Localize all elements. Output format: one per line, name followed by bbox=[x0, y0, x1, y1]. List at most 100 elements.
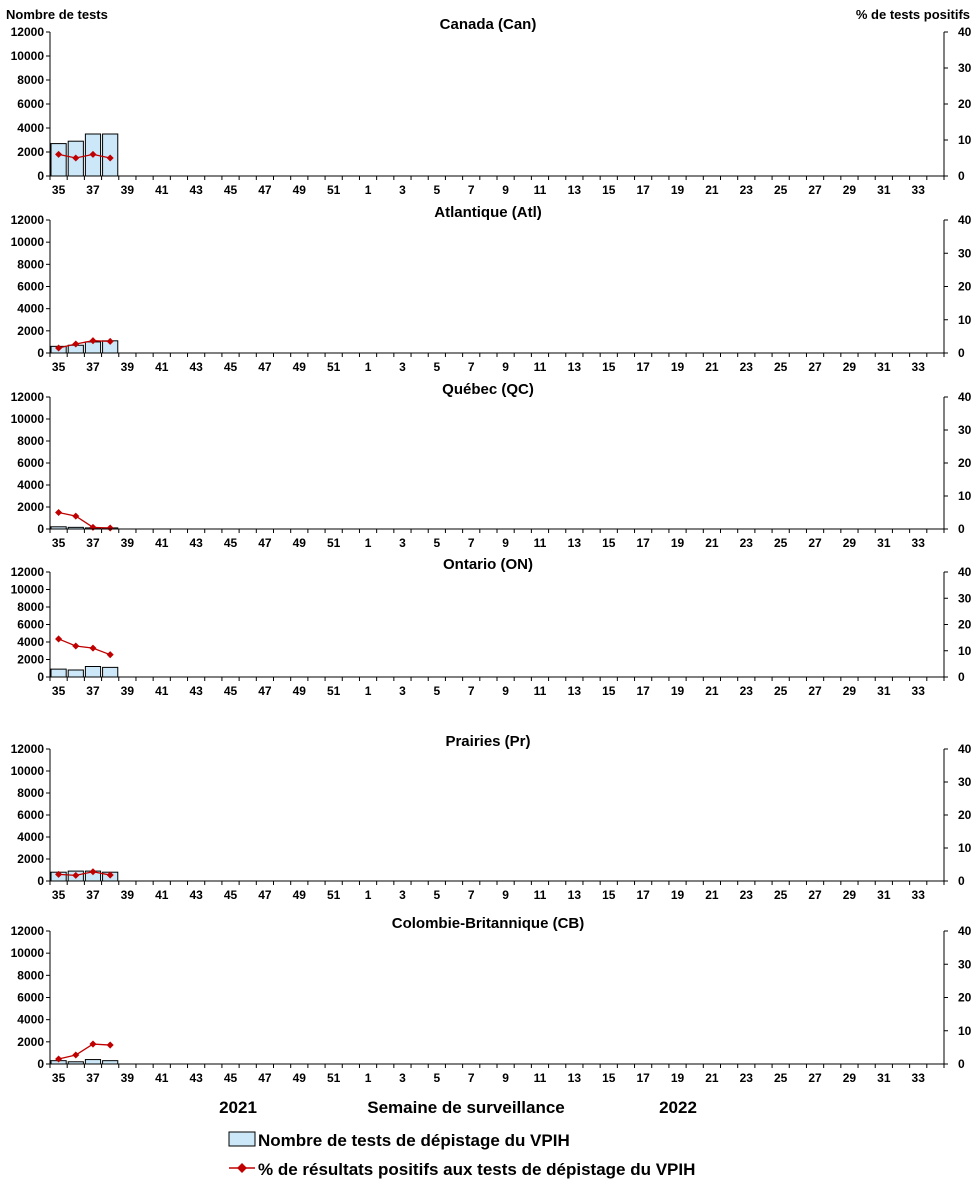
data-point bbox=[106, 651, 114, 659]
y-tick-label-right: 0 bbox=[958, 522, 965, 536]
x-tick-label: 41 bbox=[155, 183, 169, 197]
x-tick-label: 51 bbox=[327, 183, 341, 197]
x-tick-label: 5 bbox=[433, 1071, 440, 1085]
y-tick-label-left: 6000 bbox=[17, 991, 44, 1005]
x-tick-label: 21 bbox=[705, 684, 719, 698]
data-point bbox=[89, 868, 97, 876]
y-tick-label-right: 10 bbox=[958, 489, 972, 503]
series-line bbox=[58, 871, 111, 877]
x-tick-label: 17 bbox=[636, 360, 650, 374]
x-tick-label: 11 bbox=[534, 536, 547, 550]
y-tick-label-right: 40 bbox=[958, 25, 972, 39]
y-tick-label-left: 12000 bbox=[11, 565, 45, 579]
x-tick-label: 51 bbox=[327, 684, 341, 698]
x-tick-label: 39 bbox=[121, 183, 135, 197]
x-tick-label: 7 bbox=[468, 183, 475, 197]
x-tick-label: 1 bbox=[365, 888, 372, 902]
x-tick-label: 9 bbox=[502, 536, 509, 550]
x-tick-label: 25 bbox=[774, 684, 788, 698]
x-tick-label: 15 bbox=[602, 1071, 616, 1085]
panel-4: Prairies (Pr) 0 2000 4000 6000 8000 10000 12000… bbox=[11, 733, 972, 902]
x-tick-label: 43 bbox=[189, 360, 203, 374]
x-tick-label: 23 bbox=[740, 536, 754, 550]
x-tick-label: 13 bbox=[568, 183, 582, 197]
data-point bbox=[72, 154, 80, 162]
panel-2: Québec (QC) 0 2000 4000 6000 8000 10000 12000 0 1… bbox=[11, 381, 972, 550]
y-tick-label-right: 30 bbox=[958, 246, 972, 260]
x-tick-label: 21 bbox=[705, 888, 719, 902]
x-tick-label: 13 bbox=[568, 536, 582, 550]
x-tick-label: 49 bbox=[293, 888, 307, 902]
y-tick-label-right: 10 bbox=[958, 133, 972, 147]
x-tick-label: 45 bbox=[224, 684, 238, 698]
x-tick-label: 37 bbox=[86, 536, 100, 550]
y-tick-label-left: 8000 bbox=[17, 600, 44, 614]
x-tick-label: 19 bbox=[671, 684, 685, 698]
y-tick-label-right: 10 bbox=[958, 313, 972, 327]
y-tick-label-right: 20 bbox=[958, 280, 972, 294]
x-tick-label: 35 bbox=[52, 183, 66, 197]
data-point bbox=[106, 871, 114, 879]
y-tick-label-left: 12000 bbox=[11, 213, 45, 227]
x-tick-label: 49 bbox=[293, 360, 307, 374]
x-tick-label: 27 bbox=[808, 1071, 822, 1085]
x-tick-label: 25 bbox=[774, 536, 788, 550]
x-tick-label: 45 bbox=[224, 183, 238, 197]
x-tick-label: 19 bbox=[671, 360, 685, 374]
x-tick-label: 13 bbox=[568, 888, 582, 902]
year-label-2022: 2022 bbox=[659, 1098, 697, 1117]
panel-title: Colombie-Britannique (CB) bbox=[392, 915, 585, 932]
y-tick-label-left: 4000 bbox=[17, 1013, 44, 1027]
y-tick-label-left: 8000 bbox=[17, 257, 44, 271]
x-tick-label: 39 bbox=[121, 536, 135, 550]
x-tick-label: 43 bbox=[189, 1071, 203, 1085]
y-tick-label-left: 2000 bbox=[17, 1035, 44, 1049]
x-tick-label: 7 bbox=[468, 1071, 475, 1085]
x-tick-label: 13 bbox=[568, 360, 582, 374]
x-tick-label: 21 bbox=[705, 536, 719, 550]
x-tick-label: 33 bbox=[912, 888, 926, 902]
x-tick-label: 45 bbox=[224, 1071, 238, 1085]
data-point bbox=[72, 642, 80, 650]
x-tick-label: 15 bbox=[602, 183, 616, 197]
y-tick-label-left: 2000 bbox=[17, 145, 44, 159]
right-axis-title: % de tests positifs bbox=[856, 7, 970, 22]
x-tick-label: 17 bbox=[636, 536, 650, 550]
x-tick-label: 51 bbox=[327, 536, 341, 550]
y-tick-label-left: 2000 bbox=[17, 852, 44, 866]
x-tick-label: 23 bbox=[740, 360, 754, 374]
x-tick-label: 17 bbox=[636, 888, 650, 902]
bar bbox=[50, 668, 67, 678]
x-tick-label: 19 bbox=[671, 1071, 685, 1085]
series-line bbox=[58, 153, 111, 159]
x-tick-label: 9 bbox=[502, 1071, 509, 1085]
y-tick-label-left: 0 bbox=[37, 346, 44, 360]
x-tick-label: 45 bbox=[224, 360, 238, 374]
x-tick-label: 15 bbox=[602, 684, 616, 698]
x-tick-label: 39 bbox=[121, 1071, 135, 1085]
x-tick-label: 41 bbox=[155, 684, 169, 698]
x-tick-label: 7 bbox=[468, 360, 475, 374]
x-tick-label: 17 bbox=[636, 684, 650, 698]
bar bbox=[50, 143, 67, 177]
legend: Nombre de tests de dépistage du VPIH % d… bbox=[228, 1131, 695, 1179]
y-tick-label-right: 40 bbox=[958, 390, 972, 404]
x-tick-label: 35 bbox=[52, 684, 66, 698]
panel-title: Canada (Can) bbox=[440, 16, 537, 33]
y-tick-label-right: 20 bbox=[958, 456, 972, 470]
x-tick-label: 47 bbox=[258, 1071, 272, 1085]
x-tick-label: 9 bbox=[502, 684, 509, 698]
panel-5: Colombie-Britannique (CB) 0 2000 4000 6000 80… bbox=[11, 915, 972, 1085]
y-tick-label-left: 10000 bbox=[11, 235, 45, 249]
x-tick-label: 21 bbox=[705, 183, 719, 197]
y-tick-label-left: 12000 bbox=[11, 742, 45, 756]
y-tick-label-right: 30 bbox=[958, 61, 972, 75]
x-tick-label: 51 bbox=[327, 360, 341, 374]
y-tick-label-left: 6000 bbox=[17, 456, 44, 470]
x-tick-label: 49 bbox=[293, 183, 307, 197]
x-tick-label: 15 bbox=[602, 888, 616, 902]
x-tick-label: 43 bbox=[189, 684, 203, 698]
x-tick-label: 11 bbox=[534, 684, 547, 698]
x-tick-label: 3 bbox=[399, 536, 406, 550]
y-tick-label-right: 20 bbox=[958, 618, 972, 632]
